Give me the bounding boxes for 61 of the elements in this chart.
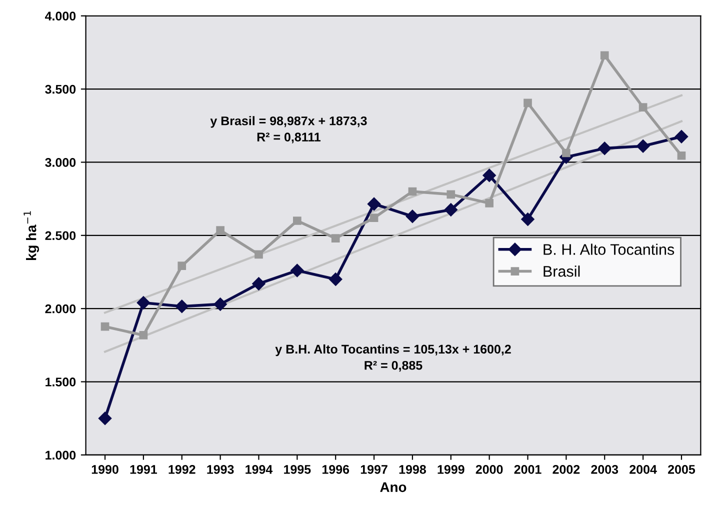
x-tick-label: 2005 <box>668 464 696 474</box>
x-tick-label: 2000 <box>476 464 503 474</box>
annotation: y Brasil = 98,987x + 1873,3 R² = 0,8111 <box>210 116 367 144</box>
point <box>252 277 266 290</box>
y-tick-label: 4.000 <box>44 12 76 21</box>
x-tick-label: 2002 <box>552 464 580 474</box>
x-tick-label: 1999 <box>438 464 464 474</box>
x-tick-label: 1998 <box>399 464 426 474</box>
x-axis-title: Ano <box>380 482 406 492</box>
point <box>367 197 381 211</box>
legend-label: B. H. Alto Tocantins <box>544 244 674 255</box>
x-tick-label: 1997 <box>360 464 388 474</box>
point <box>178 262 186 270</box>
point <box>98 412 112 425</box>
point <box>674 130 688 144</box>
point <box>600 51 609 60</box>
point <box>446 190 456 199</box>
point <box>677 151 686 160</box>
line-series <box>104 94 683 314</box>
x-tick-label: 1996 <box>322 464 350 474</box>
legend-label: Brasil <box>544 266 580 277</box>
y-axis-title: kg ha$^{−1}$ <box>24 211 40 260</box>
point <box>136 296 150 310</box>
point <box>214 298 227 311</box>
point <box>524 98 532 108</box>
y-tick-label: 1.000 <box>46 450 76 460</box>
x-tick-label: 1994 <box>246 464 273 474</box>
point <box>100 322 110 331</box>
point <box>216 226 224 234</box>
point <box>329 272 342 286</box>
point <box>598 142 612 155</box>
point <box>370 214 378 222</box>
point <box>139 331 148 340</box>
annotation: y B.H. Alto Tocantins = 105,13x + 1600,2 R² = 0,885 <box>275 344 511 372</box>
x-tick-label: 2003 <box>591 464 618 474</box>
point <box>408 187 417 196</box>
point <box>175 300 188 313</box>
point <box>444 203 458 216</box>
y-tick-label: 2.000 <box>45 304 76 314</box>
x-tick-label: 1991 <box>130 464 158 474</box>
point <box>638 103 648 112</box>
y-tick-label: 2.500 <box>45 231 76 240</box>
point <box>521 212 534 226</box>
point <box>254 250 263 259</box>
y-tick-label: 3.000 <box>45 158 76 167</box>
x-tick-label: 2001 <box>514 464 542 474</box>
x-tick-label: 2004 <box>630 464 657 474</box>
point <box>293 216 302 225</box>
point <box>485 199 494 208</box>
point <box>482 168 496 182</box>
x-tick-label: 1995 <box>284 464 311 474</box>
y-tick-label: 3.500 <box>45 84 76 94</box>
point <box>562 148 570 158</box>
point <box>331 234 340 242</box>
point <box>406 210 420 223</box>
x-tick-label: 1993 <box>207 464 234 474</box>
x-tick-label: 1990 <box>92 464 118 474</box>
y-tick-label: 1.500 <box>46 378 76 386</box>
point <box>636 140 650 153</box>
point <box>290 264 304 278</box>
x-tick-label: 1992 <box>168 464 196 474</box>
